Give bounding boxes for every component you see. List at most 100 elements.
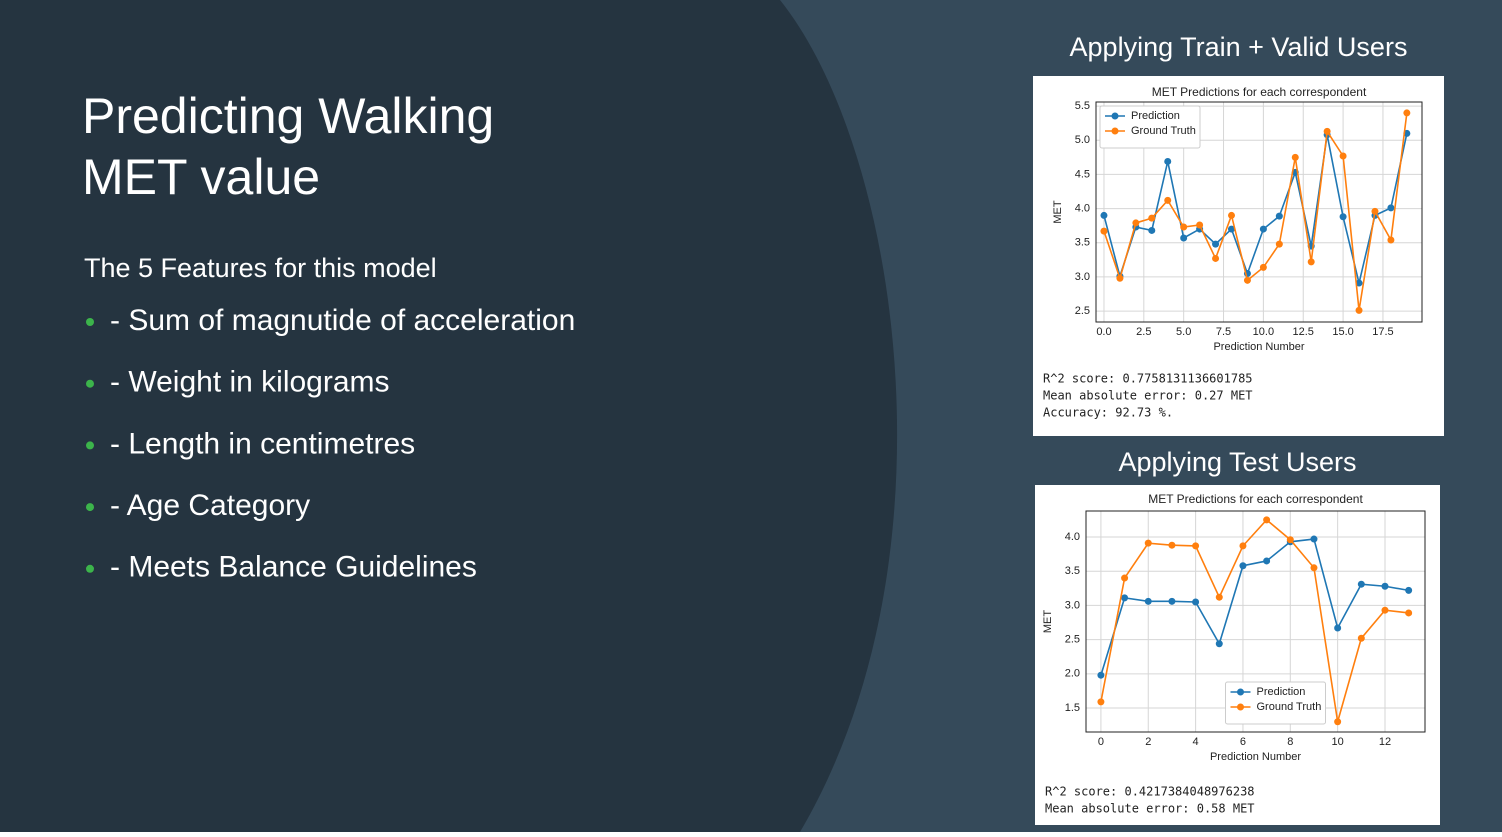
point	[1371, 207, 1379, 215]
point	[1357, 580, 1365, 588]
point	[1168, 597, 1176, 605]
point	[1144, 597, 1152, 605]
annotation: Mean absolute error: 0.27 MET	[1043, 389, 1253, 403]
chart-title: MET Predictions for each correspondent	[1148, 492, 1363, 506]
intro: The 5 Features for this model	[84, 253, 437, 283]
bullet-dot	[86, 503, 94, 512]
bullet: - Weight in kilograms	[110, 366, 390, 399]
point	[1215, 593, 1223, 601]
bullet: - Sum of magnutide of acceleration	[110, 304, 575, 337]
point	[1212, 254, 1220, 262]
point	[1148, 214, 1156, 222]
x-tick-label: 0	[1098, 736, 1104, 748]
point	[1275, 212, 1283, 220]
y-tick-label: 3.0	[1075, 271, 1090, 283]
point	[1180, 234, 1188, 242]
point	[1100, 211, 1108, 219]
dark-shape	[0, 0, 898, 832]
point	[1286, 536, 1294, 544]
point	[1263, 557, 1271, 565]
x-tick-label: 8	[1287, 736, 1293, 748]
x-tick-label: 6	[1240, 736, 1246, 748]
x-tick-label: 10.0	[1253, 326, 1274, 338]
y-tick-label: 2.5	[1075, 305, 1090, 317]
point	[1215, 640, 1223, 648]
legend-label: Prediction	[1257, 686, 1306, 698]
x-tick-label: 12.5	[1293, 326, 1314, 338]
point	[1259, 225, 1267, 233]
chart-title: MET Predictions for each correspondent	[1152, 85, 1367, 99]
point	[1164, 157, 1172, 165]
slide-title: MET value	[82, 149, 320, 205]
point	[1116, 274, 1124, 282]
y-axis-label: MET	[1042, 610, 1054, 634]
point	[1403, 109, 1411, 117]
x-tick-label: 2.5	[1136, 326, 1151, 338]
legend-label: Ground Truth	[1257, 701, 1322, 713]
point	[1228, 225, 1236, 233]
y-tick-label: 5.0	[1075, 134, 1090, 146]
point	[1168, 541, 1176, 549]
point	[1357, 634, 1365, 642]
bullet-dot	[86, 441, 94, 450]
bullet-dot	[86, 564, 94, 573]
point	[1263, 516, 1271, 524]
point	[1387, 204, 1395, 212]
point	[1339, 213, 1347, 221]
bullet: - Length in centimetres	[110, 427, 415, 460]
series-line	[1103, 112, 1408, 311]
x-tick-label: 2	[1145, 736, 1151, 748]
x-axis-label: Prediction Number	[1213, 341, 1304, 353]
x-tick-label: 4	[1193, 736, 1199, 748]
x-tick-label: 12	[1379, 736, 1391, 748]
slide-title: Predicting Walking	[82, 88, 494, 144]
point	[1405, 586, 1413, 594]
point	[1212, 240, 1220, 248]
point	[1275, 240, 1283, 248]
y-tick-label: 4.5	[1075, 168, 1090, 180]
x-axis-label: Prediction Number	[1210, 751, 1301, 763]
y-tick-label: 4.0	[1075, 202, 1090, 214]
legend-swatch	[1111, 127, 1119, 135]
point	[1121, 594, 1129, 602]
point	[1307, 258, 1315, 266]
annotation: R^2 score: 0.4217384048976238	[1045, 785, 1255, 799]
legend-swatch	[1111, 112, 1119, 120]
point	[1291, 153, 1299, 161]
point	[1355, 279, 1363, 287]
point	[1243, 276, 1251, 284]
legend-label: Prediction	[1131, 110, 1180, 122]
point	[1381, 582, 1389, 590]
bullet: - Age Category	[110, 489, 310, 522]
bullet-dot	[86, 379, 94, 388]
legend-swatch	[1237, 688, 1244, 696]
y-tick-label: 3.0	[1065, 599, 1080, 611]
x-tick-label: 5.0	[1176, 326, 1191, 338]
point	[1121, 574, 1129, 582]
point	[1259, 263, 1267, 271]
point	[1310, 535, 1318, 543]
legend-swatch	[1237, 703, 1244, 711]
point	[1097, 671, 1105, 679]
point	[1164, 196, 1172, 204]
point	[1339, 152, 1347, 160]
plot-frame	[1095, 101, 1423, 323]
series-line	[1100, 538, 1409, 676]
annotation: Mean absolute error: 0.58 MET	[1045, 802, 1255, 816]
y-tick-label: 3.5	[1075, 237, 1090, 249]
y-tick-label: 2.5	[1065, 634, 1080, 646]
point	[1192, 542, 1200, 550]
point	[1239, 542, 1247, 550]
point	[1228, 211, 1236, 219]
bullet-dot	[86, 318, 94, 326]
x-tick-label: 15.0	[1332, 326, 1353, 338]
annotation: R^2 score: 0.7758131136601785	[1043, 372, 1253, 386]
y-tick-label: 1.5	[1065, 702, 1080, 714]
point	[1239, 562, 1247, 570]
point	[1355, 306, 1363, 314]
point	[1192, 598, 1200, 606]
point	[1196, 221, 1204, 229]
legend-label: Ground Truth	[1131, 125, 1196, 137]
